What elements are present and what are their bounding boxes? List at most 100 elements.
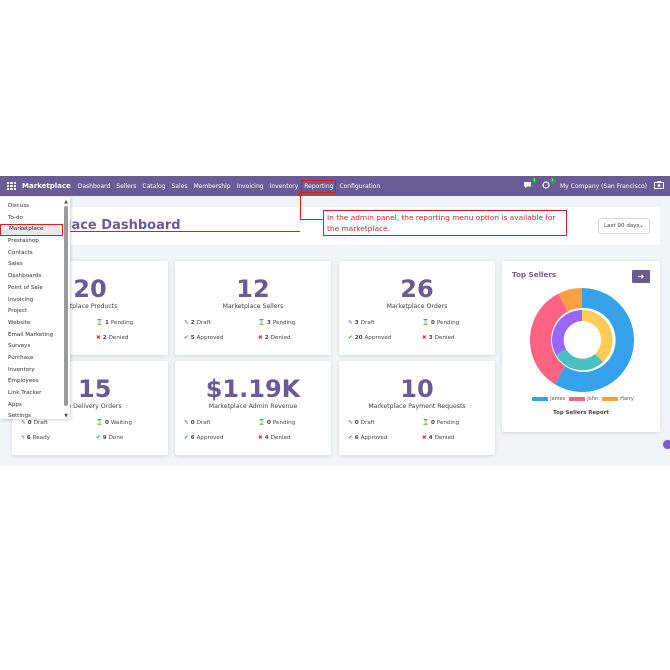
- nav-configuration[interactable]: Configuration: [339, 182, 381, 190]
- legend-swatch-john: [569, 397, 586, 401]
- company-switcher[interactable]: My Company (San Francisco): [560, 182, 647, 190]
- hourglass-icon: ⌛: [422, 320, 429, 326]
- app-menu-item-discuss[interactable]: Discuss: [8, 203, 30, 209]
- denied-icon: ✖: [96, 335, 101, 341]
- dropdown-scrollbar[interactable]: ▲ ▼: [63, 199, 69, 419]
- legend-swatch-harry: [602, 397, 619, 401]
- stat-draft[interactable]: ✎ 0 Draft: [21, 420, 48, 426]
- app-menu-item-apps[interactable]: Apps: [8, 401, 22, 408]
- navbar-right: 1 1 My Company (San Francisco): [523, 178, 664, 191]
- card-value: 20: [73, 275, 107, 303]
- card-payment-requests[interactable]: 10 Marketplace Payment Requests ✎ 0 Draft …: [339, 361, 495, 455]
- apps-menu-icon[interactable]: [7, 181, 16, 191]
- card-orders[interactable]: 26 Marketplace Orders ✎ 3 Draft ⌛ 0 Pending …: [339, 261, 495, 355]
- stat-approved[interactable]: ✔ 6 Approved: [184, 435, 224, 441]
- stat-draft[interactable]: ✎ 0 Draft: [184, 420, 211, 426]
- scroll-up-icon: ▲: [64, 199, 68, 205]
- card-value: $1.19K: [205, 375, 301, 403]
- app-menu-item-inventory[interactable]: Inventory: [8, 366, 35, 373]
- card-label: Marketplace Sellers: [222, 303, 284, 310]
- denied-icon: ✖: [258, 435, 263, 441]
- stat-draft[interactable]: ✎ 0 Draft: [348, 420, 375, 426]
- legend-swatch-james: [532, 397, 549, 401]
- stat-approved[interactable]: ✔ 6 Approved: [348, 435, 388, 441]
- nav-membership[interactable]: Membership: [193, 182, 231, 190]
- nav-inventory[interactable]: Inventory: [269, 182, 299, 190]
- edit-icon: ✎: [184, 320, 189, 326]
- app-menu-item-link-tracker[interactable]: Link Tracker: [8, 390, 42, 396]
- outer-slice-harry: [558, 288, 582, 312]
- nav-reporting[interactable]: Reporting: [301, 179, 337, 193]
- check-icon: ✔: [348, 335, 353, 341]
- inner-slice-yellow: [582, 309, 613, 362]
- stat-denied[interactable]: ✖ 3 Denied: [422, 335, 455, 341]
- app-menu-item-project[interactable]: Project: [8, 308, 28, 315]
- app-menu-item-website[interactable]: Website: [8, 319, 31, 326]
- check-icon: ✔: [96, 435, 101, 441]
- company-icon[interactable]: [654, 181, 664, 191]
- stat-done[interactable]: ✔ 9 Done: [96, 435, 124, 441]
- check-icon: ✔: [184, 435, 189, 441]
- scroll-down-icon: ▼: [64, 413, 68, 419]
- app-menu-item-settings[interactable]: Settings: [8, 413, 31, 420]
- apps-dropdown: Discuss To-do Marketplace Prestashop Contact…: [0, 197, 70, 419]
- nav-dashboard[interactable]: Dashboard: [77, 182, 111, 190]
- chat-icon[interactable]: 1: [523, 178, 537, 191]
- check-icon: ✔: [184, 335, 189, 341]
- stat-pending[interactable]: ⌛ 0 Pending: [422, 320, 460, 326]
- stat-draft[interactable]: ✎ 3 Draft: [348, 320, 375, 326]
- card-value: 15: [78, 375, 112, 403]
- app-menu-item-employees[interactable]: Employees: [8, 378, 39, 385]
- outer-slice-john: [530, 293, 568, 385]
- outer-slice-james: [554, 288, 635, 392]
- period-value: Last 90 days: [604, 223, 640, 229]
- card-value: 12: [236, 275, 270, 303]
- stat-ready[interactable]: ϟ 6 Ready: [21, 435, 50, 441]
- stat-approved[interactable]: ✔ 5 Approved: [184, 335, 224, 341]
- app-menu-item-purchase[interactable]: Purchase: [8, 354, 34, 361]
- stat-pending[interactable]: ⌛ 0 Pending: [258, 420, 296, 426]
- period-select[interactable]: Last 90 days ⌄: [598, 218, 650, 234]
- stat-pending[interactable]: ⌛ 0 Pending: [422, 420, 460, 426]
- stat-waiting[interactable]: ⌛ 0 Waiting: [96, 420, 132, 426]
- app-menu-item-email-marketing[interactable]: Email Marketing: [8, 331, 54, 338]
- card-sellers[interactable]: 12 Marketplace Sellers ✎ 2 Draft ⌛ 3 Pending…: [175, 261, 331, 355]
- app-menu-item-marketplace[interactable]: Marketplace: [0, 224, 63, 237]
- annotation-arrow: [297, 190, 303, 196]
- annotation-connector: [300, 196, 301, 220]
- nav-catalog[interactable]: Catalog: [142, 182, 166, 190]
- stat-approved[interactable]: ✔ 20 Approved: [348, 335, 392, 341]
- app-menu-item-to-do[interactable]: To-do: [8, 214, 23, 221]
- app-menu-item-point-of-sale[interactable]: Point of Sale: [8, 284, 43, 291]
- legend-label-james: James: [550, 396, 566, 402]
- stat-denied[interactable]: ✖ 2 Denied: [96, 335, 129, 341]
- app-screen: Marketplace Dashboard Sellers Catalog Sa…: [0, 176, 670, 466]
- nav-sales[interactable]: Sales: [171, 182, 188, 190]
- denied-icon: ✖: [258, 335, 263, 341]
- activity-icon[interactable]: 1: [542, 178, 555, 191]
- edit-icon: ✎: [348, 320, 353, 326]
- stat-denied[interactable]: ✖ 4 Denied: [258, 435, 291, 441]
- app-brand[interactable]: Marketplace: [22, 182, 71, 190]
- stat-pending[interactable]: ⌛ 3 Pending: [258, 320, 296, 326]
- arrow-right-icon[interactable]: ➜: [632, 270, 650, 283]
- stat-denied[interactable]: ✖ 4 Denied: [422, 435, 455, 441]
- stat-pending[interactable]: ⌛ 1 Pending: [96, 320, 134, 326]
- chat-launcher-icon[interactable]: [663, 440, 670, 449]
- app-menu-item-contacts[interactable]: Contacts: [8, 249, 33, 256]
- card-admin-revenue[interactable]: $1.19K Marketplace Admin Revenue ✎ 0 Draft…: [175, 361, 331, 455]
- app-menu-item-prestashop[interactable]: Prestashop: [8, 238, 39, 245]
- hourglass-icon: ⌛: [258, 420, 265, 426]
- app-menu-item-dashboards[interactable]: Dashboards: [8, 273, 42, 280]
- annotation-pointer-line: [67, 231, 300, 232]
- app-menu-item-surveys[interactable]: Surveys: [8, 343, 31, 350]
- nav-sellers[interactable]: Sellers: [116, 182, 137, 190]
- stat-draft[interactable]: ✎ 2 Draft: [184, 320, 211, 326]
- annotation-connector-h: [300, 219, 323, 220]
- app-menu-item-sales[interactable]: Sales: [8, 261, 23, 268]
- app-menu-item-invoicing[interactable]: Invoicing: [8, 296, 34, 303]
- nav-invoicing[interactable]: Invoicing: [236, 182, 264, 190]
- stat-denied[interactable]: ✖ 2 Denied: [258, 335, 291, 341]
- chat-badge: 1: [532, 178, 537, 183]
- activity-badge: 1: [550, 178, 555, 183]
